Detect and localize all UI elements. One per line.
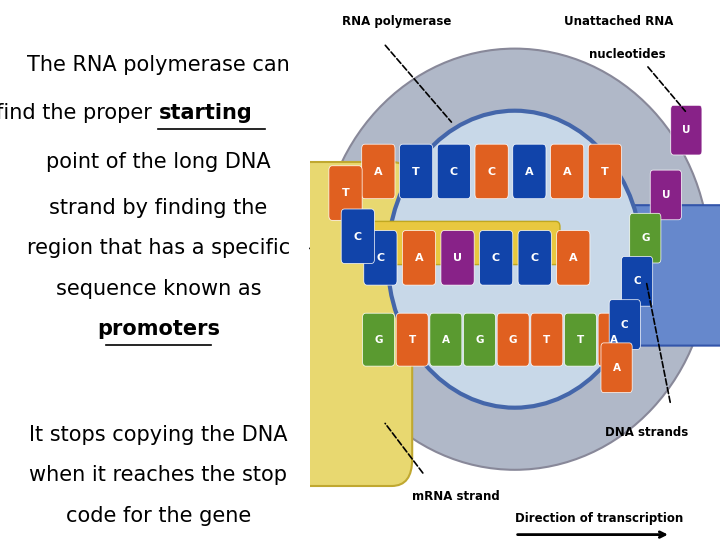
Text: It stops copying the DNA: It stops copying the DNA [29,424,288,445]
Text: region that has a specific: region that has a specific [27,238,290,259]
FancyBboxPatch shape [551,144,584,199]
Text: find the proper: find the proper [0,103,158,124]
Text: mRNA strand: mRNA strand [413,490,500,503]
FancyBboxPatch shape [609,300,640,349]
FancyBboxPatch shape [650,170,681,220]
Text: U: U [682,125,690,135]
Text: RNA polymerase: RNA polymerase [343,15,452,28]
Text: G: G [641,233,649,243]
FancyBboxPatch shape [497,313,529,366]
Text: U: U [662,190,670,200]
FancyBboxPatch shape [400,144,433,199]
Text: C: C [621,320,629,329]
Ellipse shape [320,49,710,470]
Text: DNA strands: DNA strands [605,426,688,438]
FancyBboxPatch shape [430,313,462,366]
Text: T: T [543,335,550,345]
FancyBboxPatch shape [557,231,590,285]
Text: U: U [453,253,462,263]
Text: code for the gene: code for the gene [66,505,251,526]
FancyBboxPatch shape [437,144,470,199]
FancyBboxPatch shape [531,313,563,366]
Text: C: C [376,253,384,263]
FancyBboxPatch shape [518,231,552,285]
FancyBboxPatch shape [564,313,596,366]
Text: C: C [487,167,495,177]
Text: T: T [577,335,584,345]
Text: starting: starting [158,103,252,124]
FancyBboxPatch shape [671,105,702,155]
FancyBboxPatch shape [621,256,653,306]
Text: G: G [475,335,484,345]
Text: point of the long DNA: point of the long DNA [46,152,271,172]
Text: T: T [412,167,420,177]
Ellipse shape [387,111,642,408]
FancyBboxPatch shape [588,144,621,199]
Text: C: C [531,253,539,263]
Text: nucleotides: nucleotides [589,48,665,60]
FancyBboxPatch shape [361,144,395,199]
FancyBboxPatch shape [621,205,720,346]
FancyBboxPatch shape [480,231,513,285]
FancyBboxPatch shape [367,221,560,265]
FancyBboxPatch shape [513,144,546,199]
Text: promoters: promoters [97,319,220,340]
FancyBboxPatch shape [341,209,374,264]
FancyBboxPatch shape [269,162,412,486]
Text: A: A [442,335,450,345]
Text: The RNA polymerase can: The RNA polymerase can [27,55,289,75]
Text: T: T [341,188,349,198]
FancyBboxPatch shape [601,343,632,393]
Text: T: T [408,335,416,345]
Text: Unattached RNA: Unattached RNA [564,15,673,28]
Text: C: C [354,232,361,241]
FancyBboxPatch shape [475,144,508,199]
Text: A: A [613,363,621,373]
Text: Direction of transcription: Direction of transcription [515,512,683,525]
FancyBboxPatch shape [396,313,428,366]
Text: A: A [562,167,571,177]
Text: when it reaches the stop: when it reaches the stop [30,465,287,485]
FancyBboxPatch shape [329,166,362,220]
FancyBboxPatch shape [364,231,397,285]
FancyBboxPatch shape [441,231,474,285]
Text: G: G [374,335,383,345]
FancyBboxPatch shape [464,313,495,366]
Text: A: A [610,335,618,345]
Text: A: A [525,167,534,177]
Text: strand by finding the: strand by finding the [49,198,268,218]
FancyBboxPatch shape [598,313,630,366]
FancyBboxPatch shape [363,313,395,366]
Text: C: C [492,253,500,263]
Text: C: C [449,167,458,177]
Text: sequence known as: sequence known as [55,279,261,299]
Text: T: T [600,167,608,177]
Text: G: G [509,335,518,345]
Text: C: C [634,276,641,286]
Text: A: A [374,167,382,177]
FancyBboxPatch shape [630,213,661,263]
Text: A: A [569,253,577,263]
FancyBboxPatch shape [402,231,436,285]
Text: A: A [415,253,423,263]
